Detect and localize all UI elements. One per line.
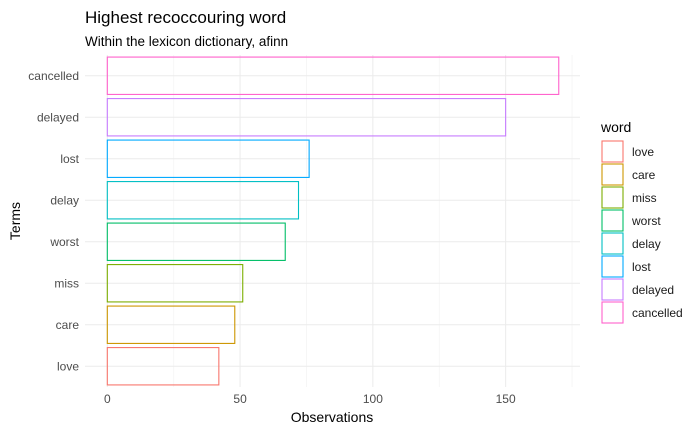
bar-care — [106, 305, 236, 344]
legend-key-lost — [601, 255, 624, 278]
legend-label: delayed — [632, 283, 674, 297]
legend-label: miss — [632, 191, 657, 205]
legend-key-cancelled — [601, 301, 624, 324]
legend: word love care miss worst delay lost delayed ca… — [600, 119, 683, 324]
legend-key-love — [601, 140, 624, 163]
y-tick-label: delayed — [37, 110, 79, 124]
legend-label: love — [632, 145, 654, 159]
bar-delayed — [106, 98, 507, 137]
chart-subtitle: Within the lexicon dictionary, afinn — [85, 34, 288, 49]
chart-title: Highest recoccouring word — [85, 8, 286, 27]
legend-label: care — [632, 168, 656, 182]
legend-key-miss — [601, 186, 624, 209]
legend-label: delay — [632, 237, 661, 251]
x-tick-label: 150 — [496, 392, 516, 406]
legend-label: lost — [632, 260, 651, 274]
bar-miss — [106, 264, 244, 303]
y-tick-label: love — [57, 359, 79, 373]
y-tick-label: cancelled — [28, 69, 79, 83]
y-tick-label: delay — [50, 193, 79, 207]
y-axis-title: Terms — [7, 202, 23, 240]
legend-label: cancelled — [632, 306, 683, 320]
x-tick-labels: 0 50 100 150 — [104, 392, 516, 406]
bar-love — [106, 347, 220, 386]
x-tick-label: 50 — [233, 392, 247, 406]
bar-lost — [106, 139, 310, 178]
legend-title: word — [600, 119, 631, 135]
y-tick-label: worst — [49, 235, 79, 249]
legend-key-worst — [601, 209, 624, 232]
x-axis-title: Observations — [291, 409, 373, 425]
legend-key-delayed — [601, 278, 624, 301]
y-tick-labels: love care miss worst delay lost delayed cancell… — [28, 69, 79, 374]
y-tick-label: lost — [60, 152, 79, 166]
x-tick-label: 100 — [363, 392, 383, 406]
y-tick-label: miss — [54, 276, 79, 290]
x-tick-label: 0 — [104, 392, 111, 406]
legend-label: worst — [631, 214, 661, 228]
bar-delay — [106, 181, 300, 220]
grid — [85, 55, 580, 387]
bar-cancelled — [106, 56, 560, 95]
bars — [106, 56, 560, 386]
legend-key-care — [601, 163, 624, 186]
legend-key-delay — [601, 232, 624, 255]
bar-worst — [106, 222, 286, 261]
y-tick-label: care — [56, 318, 80, 332]
